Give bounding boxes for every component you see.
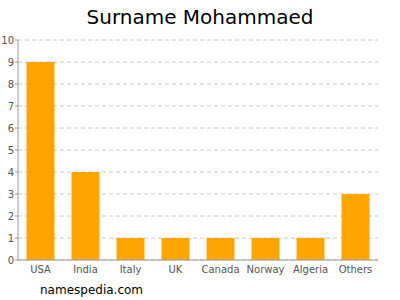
- y-tick-label: 2: [8, 211, 14, 222]
- grid-line: [18, 84, 378, 85]
- title: Surname Mohammaed: [87, 5, 314, 29]
- bar: [27, 62, 55, 260]
- bar: [162, 238, 190, 260]
- y-tick-label: 8: [8, 79, 14, 90]
- y-tick-label: 7: [8, 101, 14, 112]
- y-tick-label: 6: [8, 123, 14, 134]
- grid-line: [18, 62, 378, 63]
- y-tick-label: 1: [8, 233, 14, 244]
- bars: [27, 62, 370, 260]
- y-tick-label: 10: [1, 35, 14, 46]
- y-tick-label: 0: [8, 255, 14, 266]
- x-tick-label: UK: [169, 264, 183, 275]
- y-tick-label: 4: [8, 167, 14, 178]
- y-tick-label: 3: [8, 189, 14, 200]
- x-tick-label: India: [73, 264, 98, 275]
- x-tick-label: Algeria: [293, 264, 328, 275]
- x-tick-label: Italy: [120, 264, 142, 275]
- bar: [117, 238, 145, 260]
- bar: [72, 172, 100, 260]
- bar: [252, 238, 280, 260]
- chart: Surname Mohammaed 0 1 2 3 4 5 6 7 8 9 10 USA India Ita…: [0, 0, 400, 300]
- x-tick-label: Canada: [201, 264, 239, 275]
- grid-line: [18, 40, 378, 41]
- y-tick-label: 9: [8, 57, 14, 68]
- bar: [342, 194, 370, 260]
- bar: [207, 238, 235, 260]
- x-tick-label: Norway: [247, 264, 285, 275]
- grid-line: [18, 106, 378, 107]
- grid-line: [18, 128, 378, 129]
- y-tick-label: 5: [8, 145, 14, 156]
- y-axis: [18, 40, 19, 260]
- grid-line: [18, 260, 378, 261]
- x-tick-label: USA: [30, 264, 51, 275]
- bar: [297, 238, 325, 260]
- grid-line: [18, 150, 378, 151]
- x-axis: [18, 260, 378, 261]
- x-tick-label: Others: [339, 264, 373, 275]
- source: namespedia.com: [40, 283, 143, 297]
- background: [0, 0, 400, 300]
